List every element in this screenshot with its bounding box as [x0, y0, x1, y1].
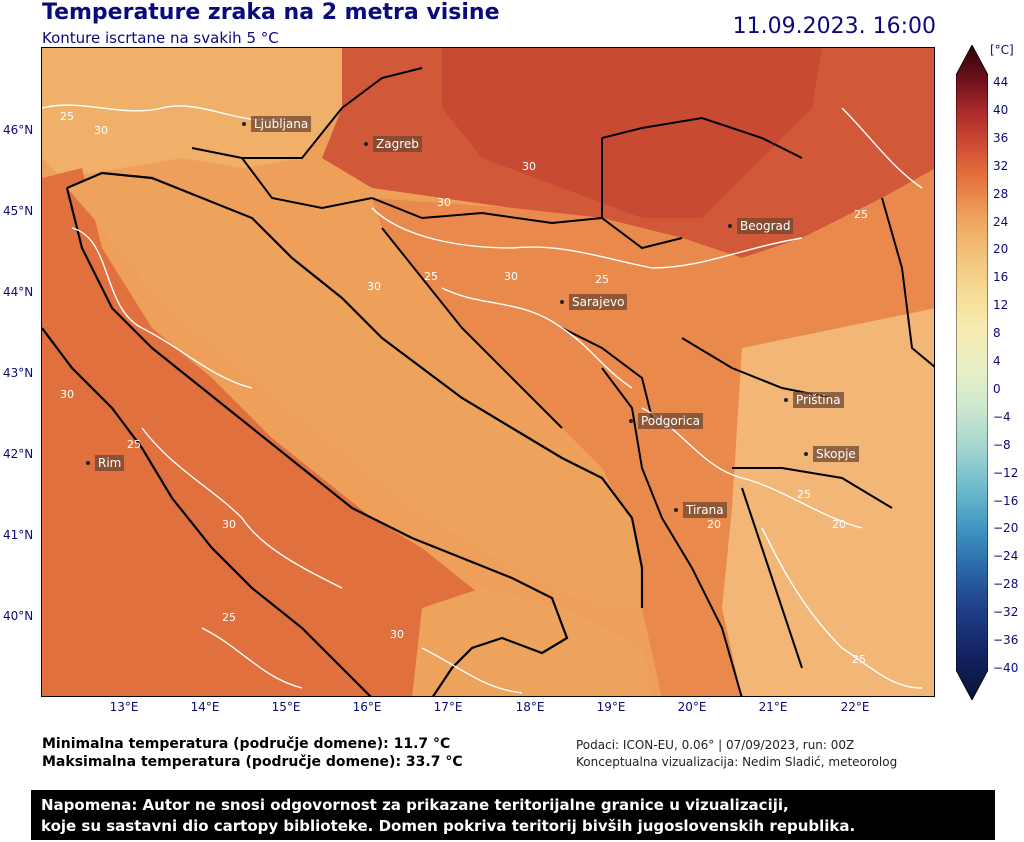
colorbar-tick: −4: [993, 409, 1011, 424]
map-title: Temperature zraka na 2 metra visine: [42, 0, 500, 25]
city-marker-beograd: Beograd: [728, 218, 794, 234]
contour-label: 30: [504, 270, 518, 283]
city-label: Skopje: [813, 446, 859, 462]
contour-label: 25: [852, 653, 866, 666]
colorbar-tick: 16: [993, 270, 1009, 285]
city-label: Podgorica: [638, 413, 703, 429]
colorbar: [956, 45, 988, 700]
city-label: Sarajevo: [569, 294, 628, 310]
colorbar-tick: −20: [993, 521, 1019, 536]
hottest-region: [442, 48, 822, 218]
contour-label: 25: [60, 110, 74, 123]
disclaimer-line: Napomena: Autor ne snosi odgovornost za …: [41, 796, 789, 814]
lon-tick: 21°E: [758, 700, 788, 714]
city-label: Ljubljana: [251, 116, 312, 132]
colorbar-tick: −32: [993, 605, 1019, 620]
colorbar-tick: 8: [993, 326, 1001, 341]
colorbar-tick: −16: [993, 493, 1019, 508]
lat-tick: 40°N: [3, 609, 34, 623]
contour-label: 30: [367, 280, 381, 293]
city-marker-pristina: Priština: [784, 392, 844, 408]
contour-label: 25: [595, 273, 609, 286]
colorbar-tick: −36: [993, 633, 1019, 647]
min-temperature: Minimalna temperatura (područje domene):…: [42, 736, 451, 752]
contour-label: 30: [522, 160, 536, 173]
lon-tick: 17°E: [433, 700, 463, 714]
contour-label: 30: [437, 196, 451, 209]
isotherm-contours: [42, 104, 923, 694]
lon-tick: 19°E: [596, 700, 626, 714]
adriatic-sea: [67, 173, 642, 608]
city-label: Rim: [95, 455, 125, 471]
colorbar-tick: 40: [993, 102, 1009, 117]
contour-label: 30: [60, 388, 74, 401]
coastlines: [42, 171, 644, 696]
lon-tick: 18°E: [515, 700, 545, 714]
city-marker-zagreb: Zagreb: [364, 136, 422, 152]
colorbar-tick: −40: [993, 660, 1019, 675]
ionian-sea: [412, 588, 652, 696]
lon-tick: 14°E: [190, 700, 220, 714]
city-label: Beograd: [737, 218, 794, 234]
colorbar-tick: 0: [993, 381, 1001, 396]
lat-tick: 41°N: [3, 528, 34, 542]
disclaimer-line: koje su sastavni dio cartopy biblioteke.…: [41, 817, 856, 835]
contour-label: 20: [707, 518, 721, 531]
alps-cooler-region: [42, 48, 342, 178]
colorbar-tick: −12: [993, 465, 1019, 480]
contour-label: 30: [94, 124, 108, 137]
contour-label: 30: [390, 628, 404, 641]
forecast-datetime: 11.09.2023. 16:00: [732, 14, 936, 39]
contour-label: 25: [797, 488, 811, 501]
city-marker-skopje: Skopje: [804, 446, 859, 462]
city-marker-ljubljana: Ljubljana: [242, 116, 312, 132]
contour-label: 25: [424, 270, 438, 283]
map-subtitle: Konture iscrtane na svakih 5 °C: [42, 29, 279, 47]
contour-label: 25: [222, 611, 236, 624]
colorbar-tick: 36: [993, 130, 1009, 145]
city-label: Priština: [793, 392, 844, 408]
city-label: Zagreb: [373, 136, 422, 152]
mountain-cooler-region: [722, 308, 934, 696]
contour-label: 30: [222, 518, 236, 531]
colorbar-tick: 4: [993, 354, 1001, 368]
lon-tick: 20°E: [677, 700, 707, 714]
city-marker-tirana: Tirana: [674, 502, 727, 518]
colorbar-tick: 32: [993, 158, 1009, 173]
lat-tick: 45°N: [3, 204, 34, 218]
city-label: Tirana: [683, 502, 727, 518]
city-marker-sarajevo: Sarajevo: [560, 294, 628, 310]
contour-label: 25: [854, 208, 868, 221]
colorbar-tick: 28: [993, 186, 1009, 201]
lon-tick: 22°E: [840, 700, 870, 714]
contour-label: 20: [832, 518, 846, 531]
colorbar-tick: 12: [993, 298, 1009, 313]
lat-tick: 44°N: [3, 285, 34, 299]
colorbar-unit: [°C]: [990, 43, 1014, 57]
colorbar-tick: −24: [993, 549, 1019, 564]
italy-land: [42, 168, 572, 696]
country-borders: [191, 67, 934, 696]
city-marker-podgorica: Podgorica: [629, 413, 703, 429]
map-canvas: [42, 48, 934, 696]
colorbar-tick: 20: [993, 242, 1009, 257]
max-temperature: Maksimalna temperatura (područje domene)…: [42, 754, 463, 770]
contour-label: 25: [127, 438, 141, 451]
colorbar-tick: 44: [993, 75, 1009, 89]
lat-tick: 46°N: [3, 123, 34, 137]
colorbar-tick: −28: [993, 577, 1019, 592]
colorbar-tick: −8: [993, 437, 1011, 452]
lon-tick: 13°E: [109, 700, 139, 714]
colorbar-tick: 24: [993, 214, 1009, 229]
lat-tick: 42°N: [3, 447, 34, 461]
disclaimer-note: Napomena: Autor ne snosi odgovornost za …: [31, 790, 995, 840]
temperature-map: 25 30 30 30 25 30 25 30 25 30 20 25 20 2…: [41, 47, 935, 697]
city-marker-rim: Rim: [86, 455, 125, 471]
visualization-credit: Konceptualna vizualizacija: Nedim Sladić…: [576, 755, 898, 769]
lon-tick: 15°E: [271, 700, 301, 714]
data-source: Podaci: ICON-EU, 0.06° | 07/09/2023, run…: [576, 738, 855, 752]
lon-tick: 16°E: [352, 700, 382, 714]
lat-tick: 43°N: [3, 366, 34, 380]
